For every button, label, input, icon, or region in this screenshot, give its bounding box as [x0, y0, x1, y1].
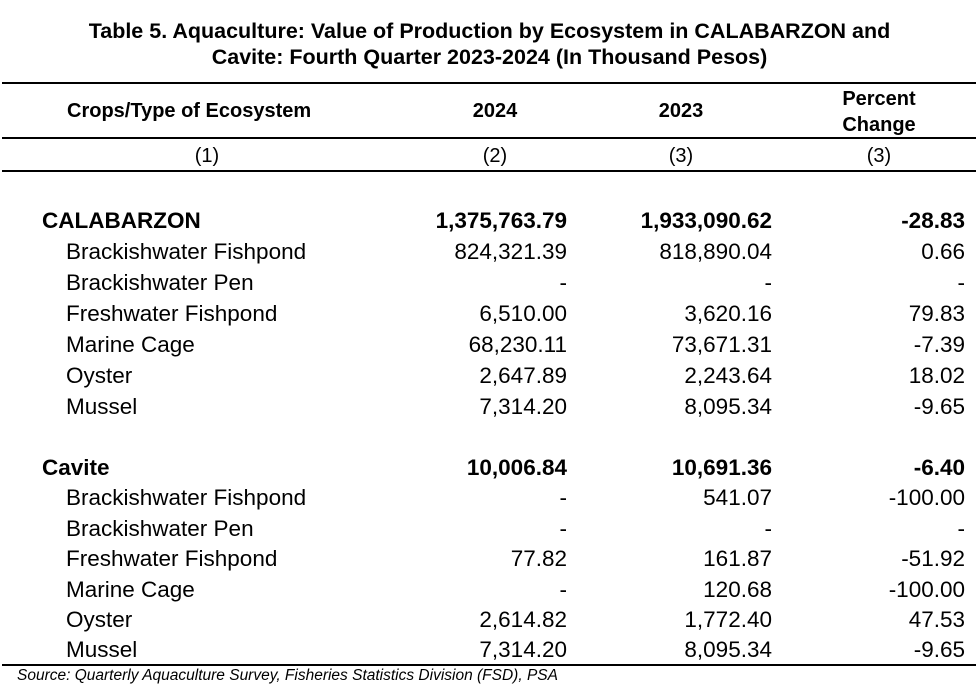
value-2024: 1,375,763.79 [435, 208, 567, 233]
percent-change: -100.00 [888, 485, 965, 510]
header-percent-change-line-2: Change [842, 114, 916, 136]
row-name: Mussel [66, 394, 138, 419]
row-name: Marine Cage [66, 332, 195, 357]
table-row: Mussel 7,314.20 8,095.34 -9.65 [0, 391, 979, 422]
percent-change: 47.53 [908, 607, 965, 632]
value-2023: 10,691.36 [671, 455, 772, 480]
header-percent-change-line-1: Percent [842, 88, 916, 110]
column-number-2: (2) [482, 145, 508, 167]
row-name: Brackishwater Fishpond [66, 239, 307, 264]
percent-change: - [957, 516, 966, 541]
value-2024: 7,314.20 [479, 637, 567, 662]
column-number-1: (1) [194, 145, 220, 167]
table-bottom-rule [2, 664, 976, 666]
row-name: Freshwater Fishpond [66, 301, 278, 326]
value-2023: 8,095.34 [684, 394, 772, 419]
table-row: Mussel 7,314.20 8,095.34 -9.65 [0, 634, 979, 665]
table-row-cavite-total: Cavite 10,006.84 10,691.36 -6.40 [0, 452, 979, 483]
table-row: Oyster 2,614.82 1,772.40 47.53 [0, 604, 979, 635]
header-top-rule [2, 82, 976, 84]
row-name: Brackishwater Pen [66, 270, 254, 295]
table-row: Brackishwater Fishpond 824,321.39 818,89… [0, 236, 979, 267]
value-2023: 3,620.16 [684, 301, 772, 326]
table-row: Brackishwater Pen - - - [0, 513, 979, 544]
percent-change: -51.92 [901, 546, 965, 571]
row-name: Freshwater Fishpond [66, 546, 278, 571]
percent-change: -7.39 [913, 332, 965, 357]
row-name: CALABARZON [42, 208, 201, 233]
table-row: Oyster 2,647.89 2,243.64 18.02 [0, 360, 979, 391]
row-name: Oyster [66, 363, 133, 388]
table-row: Brackishwater Pen - - - [0, 267, 979, 298]
table-row: Marine Cage 68,230.11 73,671.31 -7.39 [0, 329, 979, 360]
value-2024: - [559, 270, 568, 295]
column-number-3: (3) [668, 145, 694, 167]
value-2023: 73,671.31 [671, 332, 772, 357]
value-2024: 2,614.82 [479, 607, 567, 632]
value-2023: 161.87 [703, 546, 772, 571]
percent-change: -6.40 [913, 455, 965, 480]
percent-change: -28.83 [901, 208, 965, 233]
percent-change: 79.83 [908, 301, 965, 326]
value-2024: 2,647.89 [479, 363, 567, 388]
value-2024: 77.82 [510, 546, 567, 571]
percent-change: 0.66 [921, 239, 965, 264]
percent-change: - [957, 270, 966, 295]
row-name: Brackishwater Pen [66, 516, 254, 541]
value-2024: 68,230.11 [468, 332, 567, 357]
value-2024: 10,006.84 [466, 455, 567, 480]
value-2023: 120.68 [703, 577, 772, 602]
table-row-calabarzon-total: CALABARZON 1,375,763.79 1,933,090.62 -28… [0, 205, 979, 236]
value-2024: - [559, 485, 568, 510]
value-2023: - [764, 270, 773, 295]
source-note: Source: Quarterly Aquaculture Survey, Fi… [17, 667, 558, 684]
table-title-line-1: Table 5. Aquaculture: Value of Productio… [88, 19, 891, 43]
value-2023: 1,933,090.62 [640, 208, 772, 233]
header-percent-change: Percent Change [809, 86, 949, 138]
table-row: Freshwater Fishpond 6,510.00 3,620.16 79… [0, 298, 979, 329]
header-ecosystem: Crops/Type of Ecosystem [67, 100, 312, 122]
value-2023: 818,890.04 [659, 239, 772, 264]
row-name: Oyster [66, 607, 133, 632]
percent-change: -9.65 [913, 394, 965, 419]
percent-change: -100.00 [888, 577, 965, 602]
column-number-rule [2, 170, 976, 172]
table-title: Table 5. Aquaculture: Value of Productio… [0, 18, 979, 70]
value-2023: 541.07 [703, 485, 772, 510]
row-name: Marine Cage [66, 577, 195, 602]
percent-change: 18.02 [908, 363, 965, 388]
value-2023: 2,243.64 [684, 363, 772, 388]
value-2023: - [764, 516, 773, 541]
row-name: Cavite [42, 455, 110, 480]
row-name: Mussel [66, 637, 138, 662]
value-2024: 824,321.39 [454, 239, 567, 264]
header-2023: 2023 [658, 100, 704, 122]
table-row: Marine Cage - 120.68 -100.00 [0, 574, 979, 605]
header-2024: 2024 [472, 100, 518, 122]
value-2023: 8,095.34 [684, 637, 772, 662]
header-bottom-rule [2, 137, 976, 139]
table-row: Freshwater Fishpond 77.82 161.87 -51.92 [0, 543, 979, 574]
value-2024: - [559, 577, 568, 602]
column-number-4: (3) [866, 145, 892, 167]
row-name: Brackishwater Fishpond [66, 485, 307, 510]
table-title-line-2: Cavite: Fourth Quarter 2023-2024 (In Tho… [211, 45, 768, 69]
value-2024: 7,314.20 [479, 394, 567, 419]
percent-change: -9.65 [913, 637, 965, 662]
table-row: Brackishwater Fishpond - 541.07 -100.00 [0, 482, 979, 513]
value-2024: - [559, 516, 568, 541]
value-2024: 6,510.00 [479, 301, 567, 326]
value-2023: 1,772.40 [684, 607, 772, 632]
